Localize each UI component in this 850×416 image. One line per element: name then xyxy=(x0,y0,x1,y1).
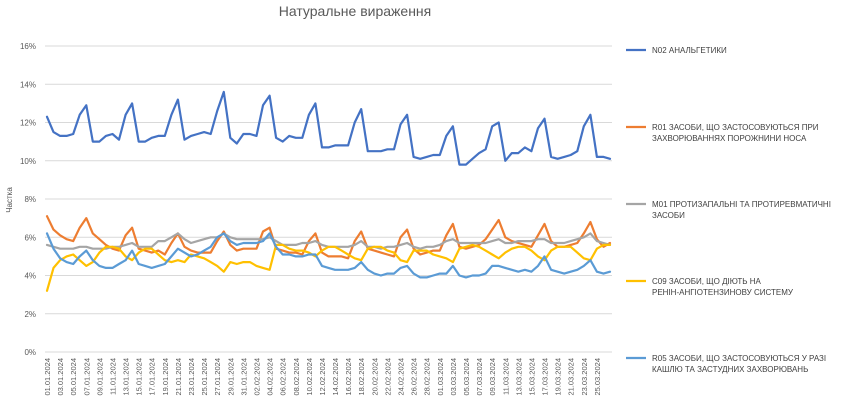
x-tick-label: 16.02.2024 xyxy=(344,358,353,396)
x-tick-label: 04.02.2024 xyxy=(266,358,275,396)
y-tick-label: 8% xyxy=(24,195,36,204)
y-axis-label: Частка xyxy=(5,187,14,213)
x-tick-label: 29.01.2024 xyxy=(226,358,235,396)
x-tick-label: 17.03.2024 xyxy=(541,358,550,396)
legend-label: R01 ЗАСОБИ, ЩО ЗАСТОСОВУЮТЬСЯ ПРИ ЗАХВОРЮ… xyxy=(652,123,819,143)
x-tick-label: 27.01.2024 xyxy=(213,358,222,396)
legend-label: R05 ЗАСОБИ, ЩО ЗАСТОСОВУЮТЬСЯ У РАЗІ КАШЛ… xyxy=(652,354,826,374)
x-axis-ticks: 01.01.2024 03.01.2024 05.01.2024 07.01.2024… xyxy=(43,358,602,396)
x-tick-label: 05.03.2024 xyxy=(462,358,471,396)
x-tick-label: 13.03.2024 xyxy=(514,358,523,396)
series-lines xyxy=(45,90,612,292)
x-tick-label: 15.03.2024 xyxy=(527,358,536,396)
x-tick-label: 01.03.2024 xyxy=(436,358,445,396)
x-tick-label: 17.01.2024 xyxy=(148,358,157,396)
x-tick-label: 19.03.2024 xyxy=(554,358,563,396)
x-tick-label: 28.02.2024 xyxy=(423,358,432,396)
x-tick-label: 21.03.2024 xyxy=(567,358,576,396)
series-line xyxy=(45,232,612,279)
x-tick-label: 25.03.2024 xyxy=(593,358,602,396)
x-tick-label: 05.01.2024 xyxy=(69,358,78,396)
legend-label: M01 ПРОТИЗАПАЛЬНІ ТА ПРОТИРЕВМАТИЧНІ ЗАСО… xyxy=(652,200,831,220)
x-tick-label: 11.01.2024 xyxy=(108,358,117,395)
x-tick-label: 03.03.2024 xyxy=(449,358,458,396)
series-line xyxy=(45,90,612,166)
x-tick-label: 07.01.2024 xyxy=(82,358,91,396)
y-tick-label: 14% xyxy=(20,80,36,89)
x-tick-label: 02.02.2024 xyxy=(252,358,261,396)
legend-label: N02 АНАЛЬГЕТИКИ xyxy=(652,46,727,55)
chart-title: Натуральне вираження xyxy=(279,3,431,19)
y-tick-label: 16% xyxy=(20,42,36,51)
x-tick-label: 12.02.2024 xyxy=(318,358,327,396)
x-tick-label: 24.02.2024 xyxy=(397,358,406,396)
x-tick-label: 31.01.2024 xyxy=(239,358,248,396)
gridlines xyxy=(45,45,612,353)
x-tick-label: 19.01.2024 xyxy=(161,358,170,396)
x-tick-label: 08.02.2024 xyxy=(292,358,301,396)
x-tick-label: 25.01.2024 xyxy=(200,358,209,396)
y-tick-label: 6% xyxy=(24,233,36,242)
x-tick-label: 15.01.2024 xyxy=(135,358,144,396)
y-tick-label: 0% xyxy=(24,348,36,357)
x-tick-label: 23.03.2024 xyxy=(580,358,589,396)
x-tick-label: 06.02.2024 xyxy=(279,358,288,396)
x-tick-label: 01.01.2024 xyxy=(43,358,52,396)
x-tick-label: 11.03.2024 xyxy=(501,358,510,395)
x-tick-label: 18.02.2024 xyxy=(357,358,366,396)
y-tick-label: 10% xyxy=(20,157,36,166)
y-tick-label: 2% xyxy=(24,310,36,319)
x-tick-label: 03.01.2024 xyxy=(56,358,65,396)
x-tick-label: 14.02.2024 xyxy=(331,358,340,396)
legend: N02 АНАЛЬГЕТИКИ R01 ЗАСОБИ, ЩО ЗАСТОСОВУЮ… xyxy=(626,46,831,374)
x-tick-label: 21.01.2024 xyxy=(174,358,183,396)
x-tick-label: 09.03.2024 xyxy=(488,358,497,396)
series-line xyxy=(45,243,612,292)
x-tick-label: 26.02.2024 xyxy=(410,358,419,396)
y-tick-label: 12% xyxy=(20,119,36,128)
x-tick-label: 23.01.2024 xyxy=(187,358,196,396)
y-axis-ticks: 0% 2% 4% 6% 8% 10% 12% 14% 16% xyxy=(20,42,36,357)
x-tick-label: 09.01.2024 xyxy=(95,358,104,396)
x-tick-label: 20.02.2024 xyxy=(370,358,379,396)
x-tick-label: 07.03.2024 xyxy=(475,358,484,396)
x-tick-label: 10.02.2024 xyxy=(305,358,314,396)
y-tick-label: 4% xyxy=(24,272,36,281)
x-tick-label: 22.02.2024 xyxy=(383,358,392,396)
x-tick-label: 13.01.2024 xyxy=(122,358,131,396)
legend-label: C09 ЗАСОБИ, ЩО ДІЮТЬ НА РЕНІН-АНГІОТЕНЗИН… xyxy=(652,277,794,297)
